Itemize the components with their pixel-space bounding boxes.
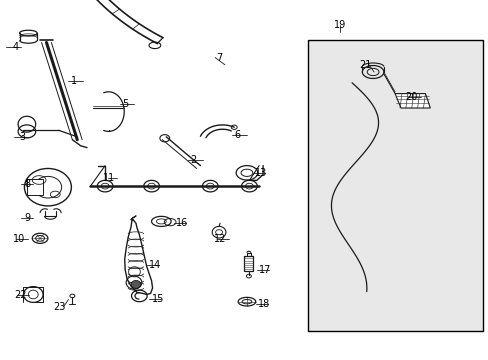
Text: 1: 1 [71, 76, 77, 86]
Text: 17: 17 [259, 265, 271, 275]
Text: 6: 6 [234, 130, 241, 140]
Text: 18: 18 [258, 299, 270, 309]
Text: 11: 11 [102, 173, 115, 183]
Text: 9: 9 [24, 213, 30, 223]
Bar [27, 179, 42, 195]
Text: 5: 5 [122, 99, 128, 109]
Text: 13: 13 [255, 168, 267, 178]
Text: 22: 22 [14, 290, 27, 300]
Text: 15: 15 [151, 294, 163, 304]
Text: 3: 3 [20, 132, 26, 142]
Text: 21: 21 [359, 60, 371, 70]
Text: 4: 4 [12, 42, 19, 52]
Text: 8: 8 [24, 179, 30, 189]
Text: 7: 7 [216, 53, 222, 63]
Text: 16: 16 [176, 218, 188, 228]
Text: 19: 19 [333, 20, 346, 30]
Text: 10: 10 [13, 234, 25, 244]
Text: 20: 20 [405, 92, 417, 102]
Text: 12: 12 [214, 234, 226, 244]
Polygon shape [394, 94, 429, 108]
Ellipse shape [131, 280, 141, 288]
Text: 14: 14 [149, 260, 161, 270]
Text: 2: 2 [190, 155, 197, 165]
Text: 23: 23 [54, 302, 66, 312]
Bar [307, 40, 482, 331]
